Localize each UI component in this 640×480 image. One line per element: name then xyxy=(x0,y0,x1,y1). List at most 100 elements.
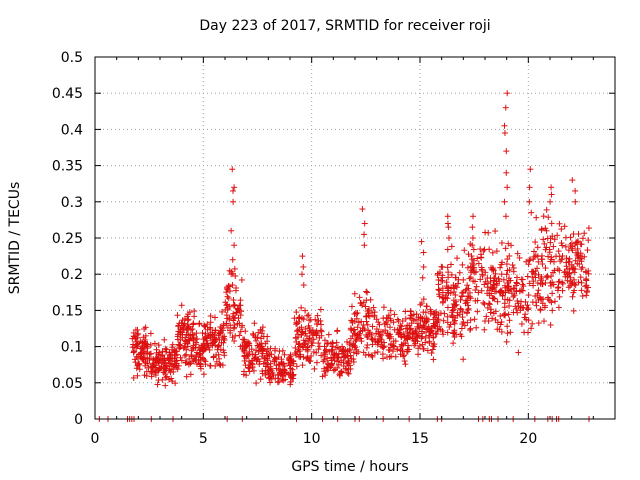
data-point xyxy=(467,317,474,324)
data-point xyxy=(162,345,169,352)
data-point xyxy=(466,289,473,296)
data-point xyxy=(484,304,491,311)
data-point xyxy=(338,368,345,375)
data-point xyxy=(236,320,243,327)
data-point xyxy=(303,333,310,340)
data-point xyxy=(525,261,532,268)
data-point xyxy=(548,220,555,227)
data-point xyxy=(422,334,429,341)
spike-point xyxy=(228,271,235,278)
data-point xyxy=(529,320,536,327)
data-point xyxy=(448,243,455,250)
data-point xyxy=(448,309,455,316)
data-point xyxy=(456,269,463,276)
data-point xyxy=(268,351,275,358)
data-point xyxy=(566,270,573,277)
y-tick-label: 0.35 xyxy=(52,159,83,175)
data-point xyxy=(385,312,392,319)
spike-point xyxy=(229,166,236,173)
data-point xyxy=(407,314,414,321)
data-point xyxy=(492,228,499,235)
data-point xyxy=(521,314,528,321)
data-point xyxy=(212,327,219,334)
data-point xyxy=(154,381,161,388)
data-point xyxy=(211,314,218,321)
data-point xyxy=(230,317,237,324)
data-point xyxy=(374,348,381,355)
data-point xyxy=(242,344,249,351)
data-point xyxy=(197,365,204,372)
data-point xyxy=(547,239,554,246)
data-point xyxy=(535,287,542,294)
data-point xyxy=(557,258,564,265)
data-point xyxy=(540,236,547,243)
data-point xyxy=(518,276,525,283)
data-point xyxy=(255,348,262,355)
data-point xyxy=(526,257,533,264)
data-point xyxy=(461,247,468,254)
data-point xyxy=(464,306,471,313)
data-point xyxy=(210,354,217,361)
data-point xyxy=(504,283,511,290)
data-point xyxy=(485,317,492,324)
data-point xyxy=(159,376,166,383)
data-point xyxy=(261,354,268,361)
data-point xyxy=(502,310,509,317)
data-point xyxy=(302,307,309,314)
data-point xyxy=(384,330,391,337)
spike-point xyxy=(230,187,237,194)
spike-point xyxy=(469,224,476,231)
data-point xyxy=(163,348,170,355)
data-point xyxy=(564,266,571,273)
data-point xyxy=(162,382,169,389)
y-tick-label: 0.5 xyxy=(61,50,83,66)
data-point xyxy=(434,327,441,334)
data-point xyxy=(380,304,387,311)
x-tick-label: 5 xyxy=(199,431,208,447)
data-point xyxy=(254,334,261,341)
data-point xyxy=(266,375,273,382)
data-point xyxy=(318,332,325,339)
data-point xyxy=(171,347,178,354)
data-point xyxy=(184,317,191,324)
data-point xyxy=(432,331,439,338)
data-point xyxy=(464,297,471,304)
data-point xyxy=(452,274,459,281)
data-point xyxy=(281,363,288,370)
data-point xyxy=(422,339,429,346)
data-point xyxy=(185,331,192,338)
data-point xyxy=(226,316,233,323)
data-point xyxy=(280,373,287,380)
data-point xyxy=(545,253,552,260)
data-point xyxy=(313,359,320,366)
data-point xyxy=(246,340,253,347)
x-tick-label: 0 xyxy=(91,431,100,447)
data-point xyxy=(168,361,175,368)
spike-point xyxy=(503,169,510,176)
data-point xyxy=(181,352,188,359)
data-point xyxy=(501,304,508,311)
data-point xyxy=(141,325,148,332)
data-point xyxy=(503,261,510,268)
data-point xyxy=(275,378,282,385)
data-point xyxy=(249,360,256,367)
data-point xyxy=(407,308,414,315)
data-point xyxy=(259,347,266,354)
data-point xyxy=(585,237,592,244)
data-point xyxy=(282,376,289,383)
data-point xyxy=(241,349,248,356)
spike-point xyxy=(526,198,533,205)
data-point xyxy=(334,328,341,335)
data-point xyxy=(185,316,192,323)
data-point xyxy=(326,348,333,355)
data-point xyxy=(361,326,368,333)
data-point xyxy=(183,346,190,353)
data-point xyxy=(223,320,230,327)
data-point xyxy=(423,303,430,310)
data-point xyxy=(584,288,591,295)
data-point xyxy=(369,323,376,330)
data-point xyxy=(209,329,216,336)
data-point xyxy=(477,276,484,283)
data-point xyxy=(384,321,391,328)
data-point xyxy=(444,304,451,311)
